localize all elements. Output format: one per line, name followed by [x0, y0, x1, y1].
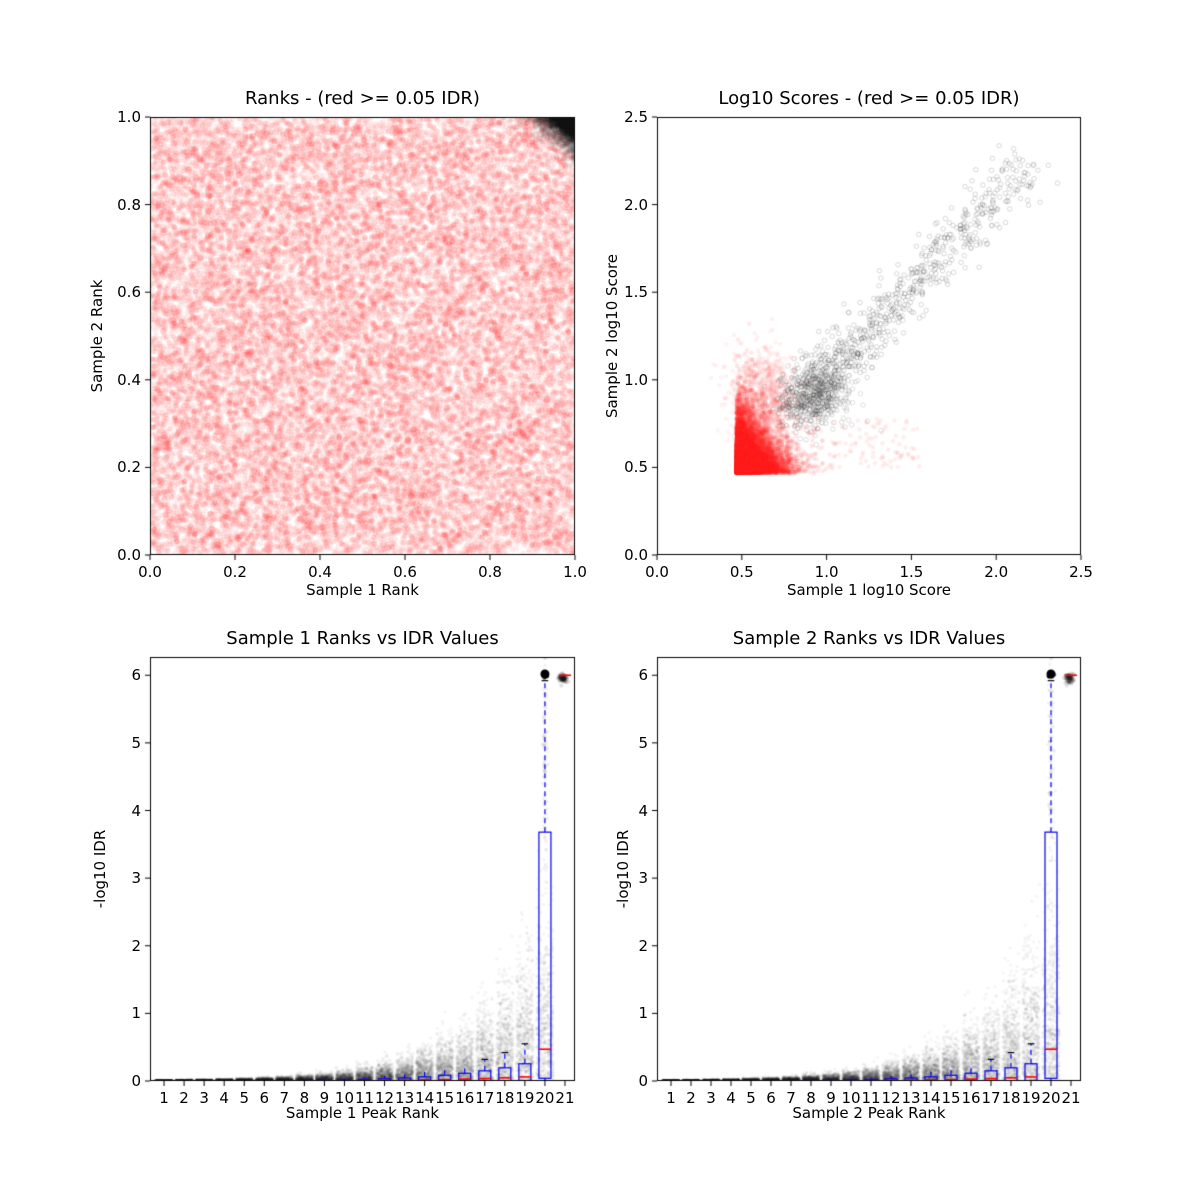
- x-tick-label: 6: [259, 1089, 270, 1107]
- x-tick-label: 14: [921, 1089, 941, 1107]
- panel-sample2-idr-ylabel: -log10 IDR: [614, 829, 632, 909]
- x-tick-label: 13: [901, 1089, 921, 1107]
- x-tick-label: 2.0: [984, 563, 1009, 581]
- x-tick-label: 18: [495, 1089, 515, 1107]
- y-tick-label: 2.0: [624, 195, 648, 214]
- x-tick-label: 0.0: [645, 563, 669, 581]
- x-tick-label: 10: [334, 1089, 354, 1107]
- x-tick-label: 15: [941, 1089, 961, 1107]
- y-tick-label: 0.2: [117, 458, 141, 477]
- y-tick-label: 1.0: [117, 108, 141, 126]
- panel-log10-scores-xlabel: Sample 1 log10 Score: [786, 581, 952, 599]
- x-tick-label: 20: [535, 1089, 555, 1107]
- x-tick-label: 13: [395, 1089, 415, 1107]
- x-tick-label: 3: [706, 1089, 716, 1107]
- panel-ranks-ylabel: Sample 2 Rank: [88, 279, 106, 393]
- x-tick-label: 7: [786, 1089, 796, 1107]
- panel-sample2-idr-xlabel: Sample 2 Peak Rank: [792, 1104, 946, 1122]
- y-tick-label: 2: [638, 936, 648, 955]
- x-tick-label: 3: [199, 1089, 209, 1107]
- y-tick-label: 3: [131, 869, 141, 888]
- x-tick-label: 2: [686, 1089, 696, 1107]
- x-tick-label: 0.2: [223, 563, 247, 581]
- x-tick-label: 19: [1021, 1089, 1041, 1107]
- x-tick-label: 5: [239, 1089, 249, 1107]
- panel-ranks-title: Ranks - (red >= 0.05 IDR): [245, 88, 480, 109]
- panel-log10-scores-title: Log10 Scores - (red >= 0.05 IDR): [718, 88, 1020, 109]
- x-tick-label: 21: [555, 1089, 575, 1107]
- x-tick-label: 1.5: [899, 563, 924, 581]
- x-tick-label: 16: [455, 1089, 475, 1107]
- x-tick-label: 11: [861, 1089, 881, 1107]
- y-tick-label: 5: [131, 733, 141, 752]
- y-tick-label: 0.5: [624, 458, 648, 477]
- y-tick-label: 1.0: [624, 370, 648, 389]
- panel-log10-scores-ylabel: Sample 2 log10 Score: [603, 253, 621, 419]
- x-tick-label: 17: [981, 1089, 1001, 1107]
- y-tick-label: 0.4: [117, 370, 141, 389]
- x-tick-label: 0.5: [729, 563, 754, 581]
- x-tick-label: 2.5: [1069, 563, 1093, 581]
- y-tick-label: 4: [638, 801, 648, 820]
- y-tick-label: 2: [131, 936, 141, 955]
- x-tick-label: 6: [766, 1089, 776, 1107]
- x-tick-label: 0.0: [138, 563, 162, 581]
- x-tick-label: 2: [179, 1089, 189, 1107]
- x-tick-label: 1: [666, 1089, 676, 1107]
- y-tick-label: 5: [638, 733, 648, 752]
- y-tick-label: 4: [131, 801, 141, 820]
- x-tick-label: 17: [475, 1089, 495, 1107]
- x-tick-label: 15: [435, 1089, 455, 1107]
- y-tick-label: 6: [638, 666, 648, 685]
- x-tick-label: 12: [375, 1089, 395, 1107]
- x-tick-label: 4: [219, 1089, 229, 1107]
- y-tick-label: 1.5: [624, 283, 648, 302]
- panel-sample1-idr-ylabel: -log10 IDR: [91, 829, 109, 909]
- y-tick-label: 3: [638, 869, 648, 888]
- panel-sample1-idr-xlabel: Sample 1 Peak Rank: [285, 1104, 440, 1122]
- x-tick-label: 20: [1041, 1089, 1061, 1107]
- x-tick-label: 5: [746, 1089, 756, 1107]
- y-tick-label: 0.0: [117, 546, 141, 564]
- x-tick-label: 11: [354, 1089, 375, 1107]
- y-tick-label: 0: [638, 1072, 648, 1090]
- x-tick-label: 8: [806, 1089, 816, 1107]
- panel-ranks-xlabel: Sample 1 Rank: [306, 581, 419, 599]
- x-tick-label: 0.4: [308, 563, 332, 581]
- x-tick-label: 1.0: [563, 563, 587, 581]
- y-tick-label: 0.6: [117, 283, 141, 302]
- x-tick-label: 16: [961, 1089, 981, 1107]
- y-tick-label: 2.5: [624, 108, 648, 126]
- x-tick-label: 10: [841, 1089, 861, 1107]
- x-tick-label: 19: [515, 1089, 535, 1107]
- x-tick-label: 21: [1061, 1089, 1081, 1107]
- x-tick-label: 1.0: [814, 563, 839, 581]
- panel-sample2-idr-title: Sample 2 Ranks vs IDR Values: [732, 628, 1006, 649]
- x-tick-label: 14: [415, 1089, 435, 1107]
- x-tick-label: 7: [279, 1089, 290, 1107]
- x-tick-label: 8: [299, 1089, 310, 1107]
- y-tick-label: 0.0: [624, 546, 648, 564]
- x-tick-label: 0.6: [393, 563, 417, 581]
- x-tick-label: 1: [159, 1089, 169, 1107]
- y-tick-label: 1: [638, 1004, 648, 1023]
- x-tick-label: 9: [319, 1089, 330, 1107]
- x-tick-label: 9: [826, 1089, 836, 1107]
- y-tick-label: 6: [131, 666, 141, 685]
- y-tick-label: 0.8: [117, 195, 141, 214]
- x-tick-label: 12: [881, 1089, 901, 1107]
- y-tick-label: 1: [131, 1004, 141, 1023]
- x-tick-label: 0.8: [478, 563, 502, 581]
- panel-sample1-idr-title: Sample 1 Ranks vs IDR Values: [226, 628, 499, 649]
- y-tick-label: 0: [131, 1072, 141, 1090]
- x-tick-label: 4: [726, 1089, 736, 1107]
- x-tick-label: 18: [1001, 1089, 1021, 1107]
